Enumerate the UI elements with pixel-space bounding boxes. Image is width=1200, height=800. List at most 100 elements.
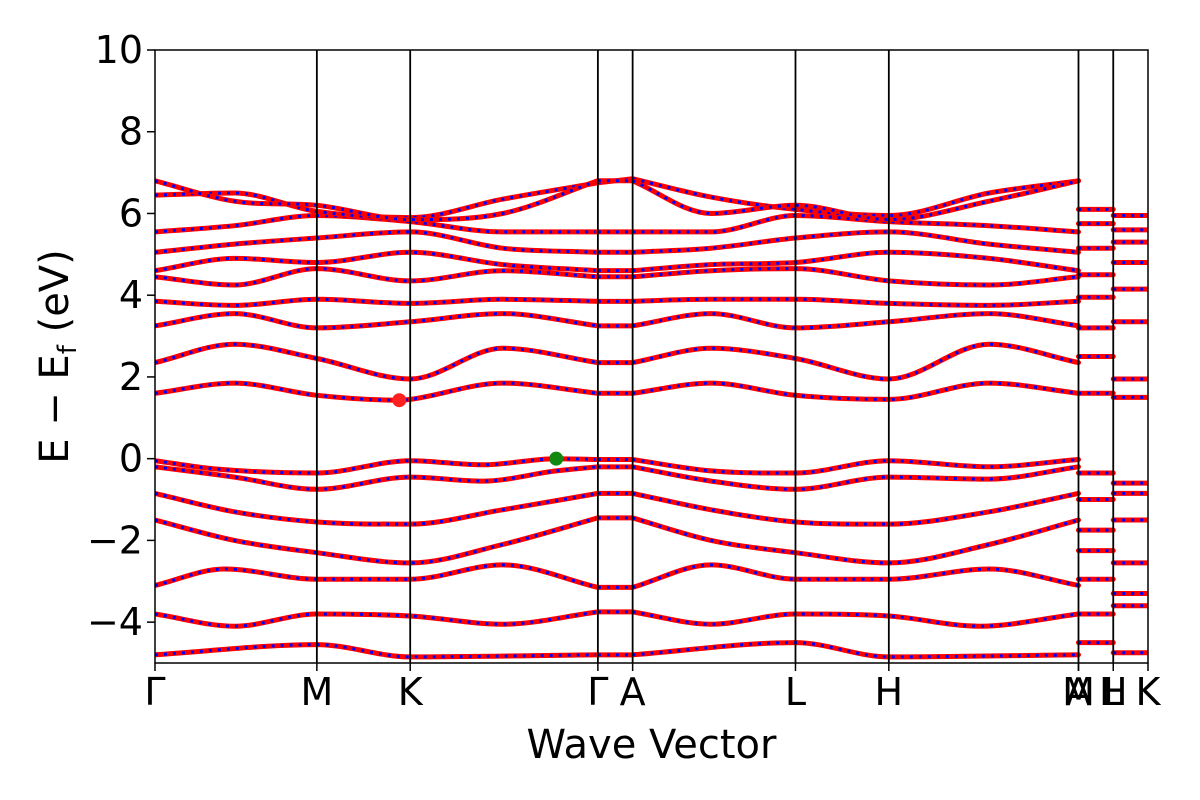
band-segment	[630, 609, 1081, 629]
band-14	[155, 229, 1081, 255]
band-segment-overlay	[155, 465, 599, 491]
band-segment-overlay	[632, 516, 1079, 565]
band-22	[1075, 517, 1148, 533]
band-10	[155, 311, 1081, 331]
cbm-marker	[392, 393, 407, 408]
x-tick-label: H	[1099, 670, 1128, 714]
band-segment-overlay	[155, 381, 599, 402]
band-6	[155, 464, 1081, 492]
band-segment-overlay	[155, 267, 598, 287]
x-tick-label: A	[620, 670, 646, 714]
x-tick-label: L	[785, 670, 806, 714]
band-32	[1075, 206, 1148, 219]
band-segment	[155, 296, 601, 308]
y-axis-title-suffix: (eV)	[32, 249, 78, 345]
band-segment-overlay	[155, 179, 599, 222]
band-segment-overlay	[632, 177, 1079, 218]
band-segment	[630, 380, 1081, 402]
x-tick-label: A	[1065, 670, 1091, 714]
band-12	[155, 266, 1081, 288]
band-18	[1075, 640, 1148, 656]
x-tick-label: L	[1103, 670, 1124, 714]
band-segment-overlay	[155, 457, 598, 475]
kpoint-divider-lines	[315, 50, 1115, 663]
x-tick-label: M	[1062, 670, 1095, 714]
y-tick-label: 10	[95, 28, 143, 72]
band-23	[1075, 490, 1148, 503]
band-26	[1075, 354, 1148, 382]
band-3	[155, 562, 1081, 590]
band-9	[155, 341, 1081, 382]
band-segment-overlay	[155, 610, 599, 628]
band-28	[1075, 286, 1148, 300]
band-segment-overlay	[632, 491, 1079, 526]
band-13	[155, 249, 1081, 274]
band-segment-overlay	[155, 213, 598, 234]
band-11	[155, 296, 1081, 308]
x-axis-ticks: Γ M K Γ A L H AM LH K	[144, 663, 1162, 714]
band-8	[155, 380, 1081, 403]
band-segment-overlay	[632, 297, 1079, 307]
y-axis-ticks: 10 8 6 4 2 0 −2 −4	[87, 28, 155, 644]
band-30	[1075, 239, 1148, 251]
band-segment-overlay	[155, 230, 598, 254]
band-27	[1075, 319, 1148, 331]
band-segment-overlay	[155, 491, 599, 526]
y-tick-label: 8	[119, 110, 143, 154]
band-segment	[630, 249, 1081, 274]
band-segment-overlay	[155, 342, 599, 381]
band-segment	[630, 341, 1081, 382]
band-segment	[630, 212, 1081, 235]
band-31	[1075, 221, 1148, 233]
band-segment	[630, 490, 1081, 527]
band-segment	[630, 464, 1081, 492]
band-segment	[155, 642, 601, 660]
y-axis-title-subscript: f	[53, 344, 83, 354]
band-segment-overlay	[155, 516, 599, 565]
band-20	[1075, 576, 1148, 597]
band-17	[155, 178, 1081, 223]
band-29	[1075, 260, 1148, 278]
x-tick-label: H	[875, 670, 904, 714]
vbm-marker	[549, 451, 564, 466]
band-segment-overlay	[155, 643, 598, 659]
band-15	[155, 212, 1081, 235]
x-axis-title: Wave Vector	[527, 722, 778, 768]
y-tick-label: 0	[119, 437, 143, 481]
band-25	[1075, 390, 1148, 400]
band-segment-overlay	[155, 312, 599, 330]
band-4	[155, 515, 1081, 566]
band-segment-overlay	[155, 563, 599, 589]
band-21	[1075, 548, 1148, 566]
band-lines	[155, 176, 1148, 660]
y-axis-title: E − Ef (eV)	[32, 249, 83, 464]
band-segment	[155, 609, 601, 629]
band-segment	[630, 457, 1081, 476]
band-segment-overlay	[155, 250, 598, 273]
y-tick-label: 4	[119, 273, 143, 317]
x-tick-label: K	[1136, 670, 1162, 714]
band-segment	[630, 229, 1081, 255]
y-tick-label: −2	[87, 518, 143, 562]
extrema-markers	[392, 393, 564, 466]
y-tick-label: 6	[119, 191, 143, 235]
y-tick-label: 2	[119, 355, 143, 399]
band-segment	[155, 490, 601, 527]
x-tick-label: Γ	[144, 670, 165, 714]
band-segment	[630, 640, 1081, 660]
y-axis-title-prefix: E − E	[32, 354, 78, 464]
band-segment	[630, 311, 1081, 331]
band-segment	[630, 562, 1081, 590]
band-1	[155, 640, 1081, 660]
band-segment	[630, 178, 1081, 223]
plot-frame	[154, 49, 1149, 664]
y-tick-label: −4	[87, 600, 143, 644]
x-tick-label: K	[398, 670, 424, 714]
band-5	[155, 490, 1081, 527]
band-segment-overlay	[632, 563, 1079, 589]
x-tick-label: Γ	[587, 670, 608, 714]
band-24	[1075, 470, 1148, 486]
band-2	[155, 609, 1081, 629]
band-segment	[630, 266, 1081, 288]
